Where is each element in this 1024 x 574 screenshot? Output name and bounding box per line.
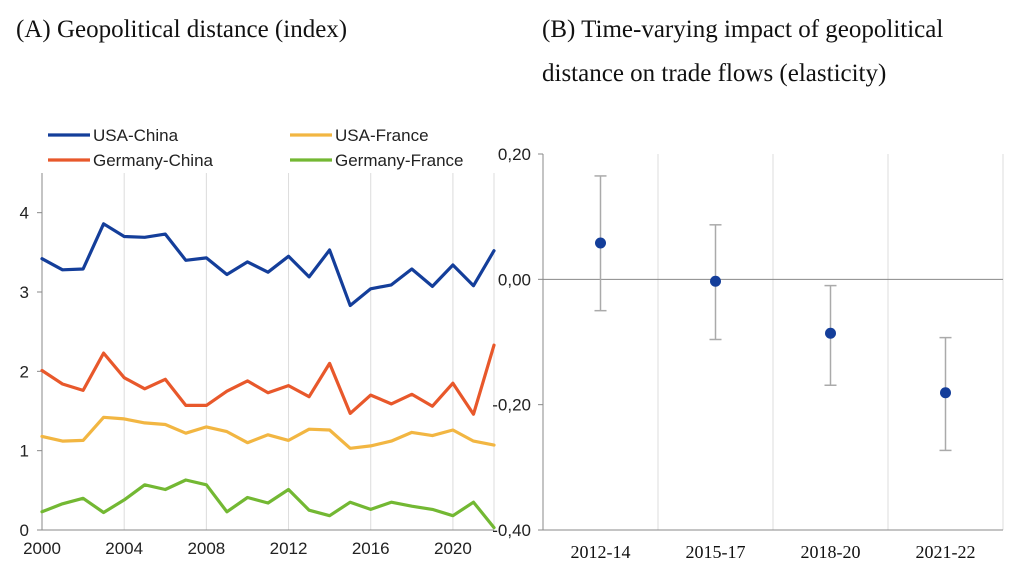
point-2012-14 <box>595 237 606 249</box>
legend-label-germany-china: Germany-China <box>93 151 214 170</box>
panel-a-y-tick-label-1: 1 <box>20 442 29 461</box>
panel-a-axes <box>37 173 494 531</box>
panel-a-x-tick-label-2008: 2008 <box>187 539 225 558</box>
panel-a-legend: USA-China Germany-China USA-France Germany-… <box>48 126 463 170</box>
panel-b-x-tick-label-2015-17: 2015-17 <box>686 542 746 562</box>
panel-a-x-tick-label-2004: 2004 <box>105 539 143 558</box>
panel-a-x-tick-label-2016: 2016 <box>352 539 390 558</box>
panel-a-y-tick-label-2: 2 <box>20 362 29 381</box>
legend-label-usa-china: USA-China <box>93 126 179 145</box>
panel-a-x-tick-label-2012: 2012 <box>270 539 308 558</box>
legend-label-germany-france: Germany-France <box>335 151 463 170</box>
panel-a-x-tick-label-2000: 2000 <box>23 539 61 558</box>
panel-b-x-tick-label-2018-20: 2018-20 <box>801 542 861 562</box>
panel-b-gridlines <box>657 154 1004 530</box>
panel-b-title-line-2: distance on trade flows (elasticity) <box>542 60 887 87</box>
series-line-usa-china <box>40 222 496 308</box>
panel-a-series-lines <box>40 222 496 530</box>
panel-b-axes <box>538 153 1003 531</box>
point-2015-17 <box>710 275 721 287</box>
panel-b-x-tick-label-2012-14: 2012-14 <box>571 542 631 562</box>
series-line-germany-china <box>40 343 496 416</box>
panel-b-title-line-1: (B) Time-varying impact of geopolitical <box>542 16 944 43</box>
panel-a-x-tick-label-2020: 2020 <box>434 539 472 558</box>
panel-b-points <box>594 175 952 452</box>
panel-b-y-tick-label-0-20: 0,20 <box>498 145 531 164</box>
legend-label-usa-france: USA-France <box>335 126 429 145</box>
point-2018-20 <box>825 327 836 339</box>
series-line-germany-france <box>40 478 496 530</box>
panel-b-y-tick-label-0-00: 0,00 <box>498 270 531 289</box>
panel-a-line-chart: 0 1 2 3 4 2000 2004 2008 2012 2016 2020 USA-China G… <box>20 126 496 558</box>
panel-b-errorbar-chart: 0,20 0,00 -0,20 -0,40 2012-14 2015-17 2018-20 2… <box>492 145 1004 562</box>
panel-a-gridlines <box>123 173 495 530</box>
panel-a-title: (A) Geopolitical distance (index) <box>16 16 348 43</box>
panel-b-tick-labels: 0,20 0,00 -0,20 -0,40 2012-14 2015-17 2018-20 2… <box>492 145 975 562</box>
panel-b-x-tick-label-2021-22: 2021-22 <box>916 542 976 562</box>
panel-a-y-tick-label-3: 3 <box>20 283 29 302</box>
panel-a-y-tick-label-0: 0 <box>20 521 29 540</box>
point-2021-22 <box>940 387 951 399</box>
panel-a-y-tick-label-4: 4 <box>20 204 29 223</box>
panel-a-tick-labels: 0 1 2 3 4 2000 2004 2008 2012 2016 2020 <box>20 204 472 558</box>
series-line-usa-france <box>40 415 496 450</box>
panel-b-y-tick-label-0-40: -0,40 <box>492 521 531 540</box>
panel-b-y-tick-label-0-20: -0,20 <box>492 396 531 415</box>
